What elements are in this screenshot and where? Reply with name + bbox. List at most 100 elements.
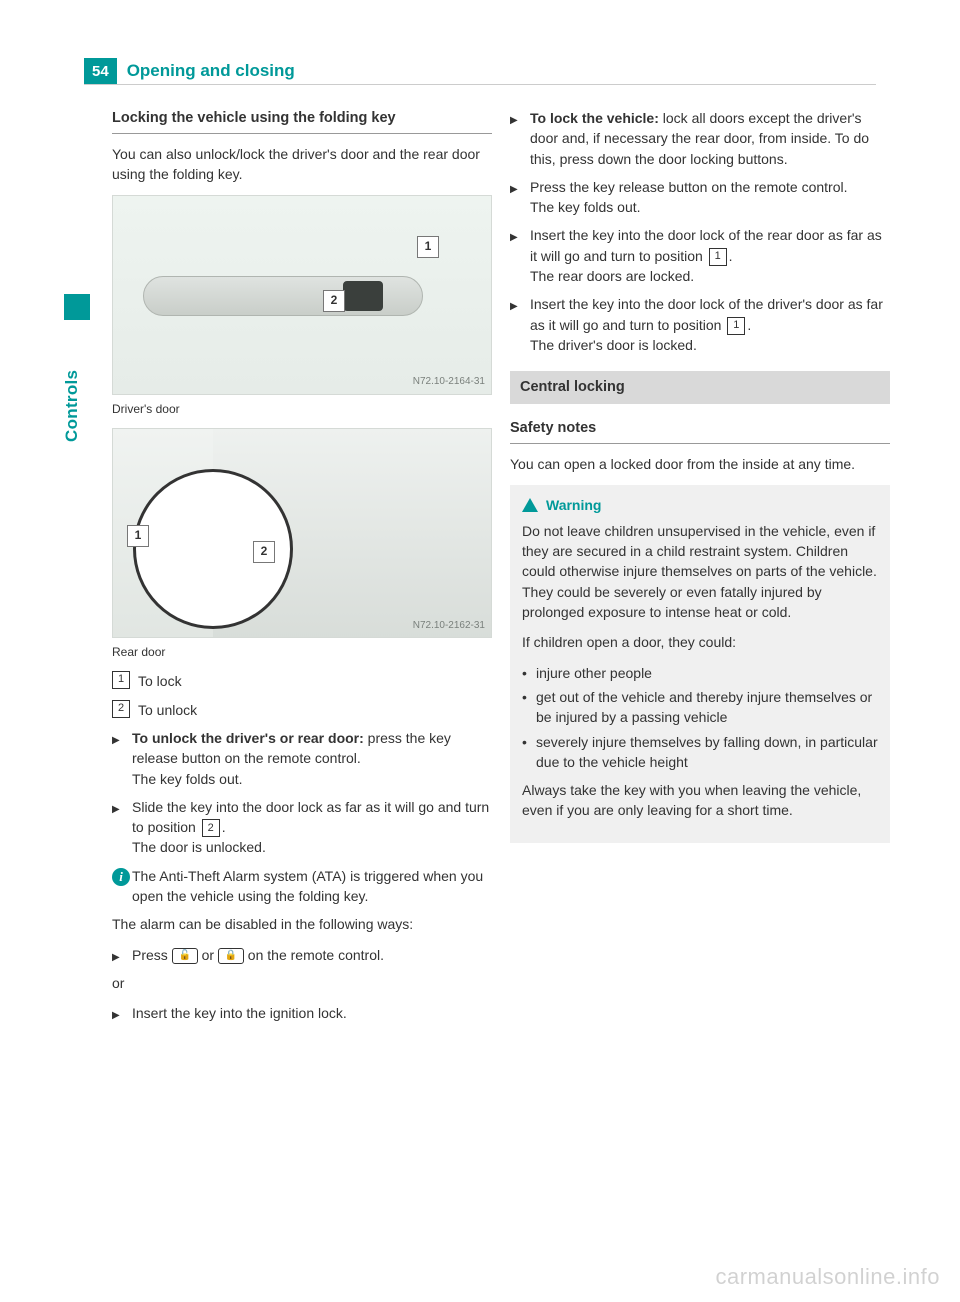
callout-1: 1 bbox=[417, 236, 439, 258]
step-unlock-result: The key folds out. bbox=[132, 771, 243, 787]
ins-drv-end: . bbox=[747, 317, 751, 333]
ins-rear-a: Insert the key into the door lock of the… bbox=[530, 227, 882, 263]
triangle-icon bbox=[112, 945, 132, 966]
step-slide-text: Slide the key into the door lock as far … bbox=[132, 797, 492, 858]
step-unlock-text: To unlock the driver's or rear door: pre… bbox=[132, 728, 492, 789]
lock-text: To lock the vehicle: lock all doors exce… bbox=[530, 108, 890, 169]
press-a: Press bbox=[132, 947, 172, 963]
watermark: carmanualsonline.info bbox=[715, 1264, 940, 1290]
heading-rule bbox=[112, 133, 492, 134]
page-number: 54 bbox=[84, 58, 117, 84]
callout-1b: 1 bbox=[127, 525, 149, 547]
warn-bullet-3: •severely injure themselves by falling d… bbox=[522, 732, 878, 773]
side-tab bbox=[64, 294, 90, 320]
legend-row-2: 2 To unlock bbox=[112, 700, 492, 720]
press-c: on the remote control. bbox=[244, 947, 384, 963]
heading-safety-notes: Safety notes bbox=[510, 418, 890, 439]
lock-key-icon: 🔒 bbox=[218, 948, 244, 964]
lock-lead: To lock the vehicle: bbox=[530, 110, 659, 126]
press-b: or bbox=[198, 947, 218, 963]
legend-num-1: 1 bbox=[112, 671, 130, 689]
warning-header: Warning bbox=[522, 495, 878, 515]
triangle-icon bbox=[510, 177, 530, 218]
ins-rear-result: The rear doors are locked. bbox=[530, 268, 694, 284]
heading-folding-key: Locking the vehicle using the folding ke… bbox=[112, 108, 492, 129]
triangle-icon bbox=[510, 225, 530, 286]
press-key-a: Press the key release button on the remo… bbox=[530, 179, 848, 195]
warning-title: Warning bbox=[546, 495, 601, 515]
pos-1-box-b: 1 bbox=[727, 317, 745, 335]
bullet-dot: • bbox=[522, 687, 536, 728]
safety-para: You can open a locked door from the insi… bbox=[510, 454, 890, 474]
figure2-caption: Rear door bbox=[112, 644, 492, 661]
triangle-icon bbox=[510, 108, 530, 169]
warn-bullet-2: •get out of the vehicle and thereby inju… bbox=[522, 687, 878, 728]
or-text: or bbox=[112, 973, 492, 993]
warn-p3: Always take the key with you when leavin… bbox=[522, 780, 878, 821]
legend-num-2: 2 bbox=[112, 700, 130, 718]
figure-ref-2: N72.10-2162-31 bbox=[413, 619, 485, 634]
step-lock-vehicle: To lock the vehicle: lock all doors exce… bbox=[510, 108, 890, 169]
legend-row-1: 1 To lock bbox=[112, 671, 492, 691]
lock-cylinder-shape bbox=[343, 281, 383, 311]
step-slide: Slide the key into the door lock as far … bbox=[112, 797, 492, 858]
step-press-remote: Press 🔓 or 🔒 on the remote control. bbox=[112, 945, 492, 966]
press-key-text: Press the key release button on the remo… bbox=[530, 177, 890, 218]
step-press-key: Press the key release button on the remo… bbox=[510, 177, 890, 218]
pos-2-box: 2 bbox=[202, 819, 220, 837]
left-column: Locking the vehicle using the folding ke… bbox=[112, 108, 492, 1032]
warn-bullet-1: •injure other people bbox=[522, 663, 878, 683]
callout-2b: 2 bbox=[253, 541, 275, 563]
warning-triangle-icon bbox=[522, 498, 538, 512]
alarm-intro: The alarm can be disabled in the followi… bbox=[112, 914, 492, 934]
figure1-caption: Driver's door bbox=[112, 401, 492, 418]
step-slide-end: . bbox=[222, 819, 226, 835]
bullet-dot: • bbox=[522, 732, 536, 773]
warn-p1: Do not leave children unsupervised in th… bbox=[522, 521, 878, 622]
legend-text-1: To lock bbox=[138, 671, 182, 691]
step-insert-ignition: Insert the key into the ignition lock. bbox=[112, 1003, 492, 1024]
warn-p2: If children open a door, they could: bbox=[522, 632, 878, 652]
triangle-icon bbox=[112, 728, 132, 789]
warning-box: Warning Do not leave children unsupervis… bbox=[510, 485, 890, 843]
triangle-icon bbox=[510, 294, 530, 355]
page-header: 54 Opening and closing bbox=[84, 58, 305, 84]
ins-drv-a: Insert the key into the door lock of the… bbox=[530, 296, 883, 332]
header-rule bbox=[84, 84, 876, 85]
figure-ref-1: N72.10-2164-31 bbox=[413, 375, 485, 390]
bullet-dot: • bbox=[522, 663, 536, 683]
warn-b2: get out of the vehicle and thereby injur… bbox=[536, 687, 878, 728]
side-label: Controls bbox=[62, 370, 82, 442]
warn-b3: severely injure themselves by falling do… bbox=[536, 732, 878, 773]
unlock-key-icon: 🔓 bbox=[172, 948, 198, 964]
ins-drv-result: The driver's door is locked. bbox=[530, 337, 697, 353]
press-remote-text: Press 🔓 or 🔒 on the remote control. bbox=[132, 945, 492, 966]
info-text: The Anti-Theft Alarm system (ATA) is tri… bbox=[132, 866, 492, 907]
ins-rear-end: . bbox=[729, 248, 733, 264]
info-icon: i bbox=[112, 868, 130, 886]
right-column: To lock the vehicle: lock all doors exce… bbox=[510, 108, 890, 843]
heading-rule-2 bbox=[510, 443, 890, 444]
triangle-icon bbox=[112, 1003, 132, 1024]
step-unlock-lead: To unlock the driver's or rear door: bbox=[132, 730, 364, 746]
step-insert-rear: Insert the key into the door lock of the… bbox=[510, 225, 890, 286]
pos-1-box-a: 1 bbox=[709, 248, 727, 266]
triangle-icon bbox=[112, 797, 132, 858]
legend-text-2: To unlock bbox=[138, 700, 197, 720]
step-insert-driver: Insert the key into the door lock of the… bbox=[510, 294, 890, 355]
section-central-locking: Central locking bbox=[510, 371, 890, 404]
info-row: i The Anti-Theft Alarm system (ATA) is t… bbox=[112, 866, 492, 907]
insert-drv-text: Insert the key into the door lock of the… bbox=[530, 294, 890, 355]
figure-drivers-door: 1 2 N72.10-2164-31 bbox=[112, 195, 492, 395]
intro-text: You can also unlock/lock the driver's do… bbox=[112, 144, 492, 185]
step-slide-a: Slide the key into the door lock as far … bbox=[132, 799, 489, 835]
callout-2: 2 bbox=[323, 290, 345, 312]
insert-ign-text: Insert the key into the ignition lock. bbox=[132, 1003, 492, 1024]
step-slide-result: The door is unlocked. bbox=[132, 839, 266, 855]
info-mark: i bbox=[112, 866, 132, 907]
page-title: Opening and closing bbox=[117, 58, 305, 84]
step-unlock: To unlock the driver's or rear door: pre… bbox=[112, 728, 492, 789]
warn-b1: injure other people bbox=[536, 663, 652, 683]
figure-rear-door: 1 2 N72.10-2162-31 bbox=[112, 428, 492, 638]
insert-rear-text: Insert the key into the door lock of the… bbox=[530, 225, 890, 286]
